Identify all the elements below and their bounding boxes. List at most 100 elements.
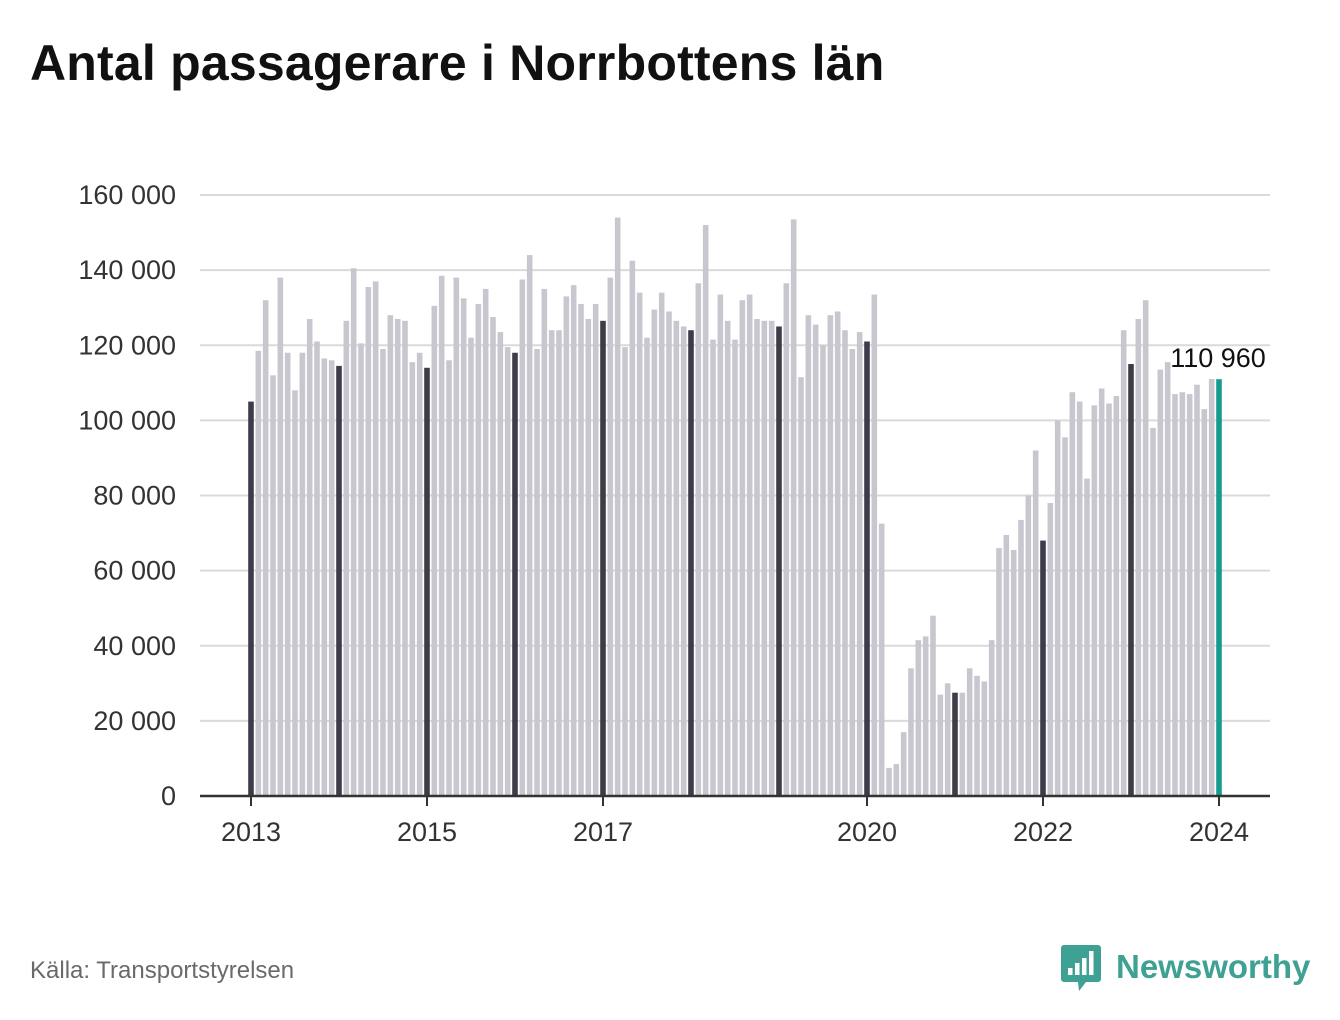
bar — [688, 330, 694, 796]
bar — [431, 305, 438, 796]
bar — [328, 360, 335, 796]
bar — [790, 219, 797, 797]
bar — [1010, 549, 1017, 796]
bar — [680, 326, 687, 796]
bar — [981, 681, 988, 796]
bar — [548, 330, 555, 796]
bar — [1186, 394, 1193, 796]
bar — [416, 352, 423, 796]
axes — [200, 794, 1270, 806]
bar — [1003, 534, 1010, 796]
bar — [908, 668, 914, 796]
bar — [732, 339, 738, 796]
bar — [1054, 420, 1061, 797]
bar — [798, 377, 804, 796]
bar — [556, 330, 562, 796]
bar — [1172, 394, 1178, 796]
bar — [358, 343, 364, 796]
bar — [922, 636, 929, 796]
bar — [1032, 450, 1039, 796]
bar — [827, 315, 834, 796]
bar — [1062, 437, 1068, 796]
bar — [255, 350, 262, 796]
x-tick-label: 2017 — [573, 817, 633, 847]
bar — [710, 339, 716, 796]
bar — [321, 358, 328, 796]
bar — [607, 277, 614, 796]
bar — [1076, 401, 1083, 796]
labels: 0 20 000 40 000 60 000 80 000 100 000 120 000 1… — [78, 180, 1265, 847]
bar — [563, 296, 570, 796]
source-note: Källa: Transportstyrelsen — [30, 957, 295, 984]
bar — [761, 320, 768, 796]
bar — [1208, 379, 1215, 796]
bar — [504, 347, 511, 796]
bar — [1128, 364, 1134, 796]
y-tick-label: 100 000 — [78, 405, 176, 435]
bar — [306, 318, 313, 796]
bar — [812, 324, 819, 796]
y-tick-label: 20 000 — [93, 706, 176, 736]
y-tick-label: 120 000 — [78, 330, 176, 360]
bar — [754, 318, 760, 796]
bar — [695, 283, 702, 796]
y-tick-label: 160 000 — [78, 180, 176, 210]
bar — [966, 668, 973, 796]
bar — [1084, 478, 1090, 796]
bar — [1106, 403, 1112, 796]
y-tick-label: 40 000 — [93, 631, 176, 661]
bar — [915, 640, 922, 796]
bar — [526, 255, 533, 797]
bar — [1157, 369, 1164, 796]
bar — [739, 300, 746, 796]
bar — [805, 315, 812, 796]
bar — [277, 277, 284, 796]
bar — [438, 275, 445, 796]
bar — [629, 260, 636, 797]
bar — [387, 315, 394, 796]
bar — [1194, 384, 1200, 796]
bar — [952, 692, 958, 796]
bar — [673, 320, 680, 796]
bar — [284, 352, 291, 796]
bar — [1098, 388, 1105, 796]
bar — [482, 288, 489, 796]
bar — [658, 292, 665, 796]
bar — [292, 390, 298, 796]
bar — [842, 330, 848, 796]
bar — [270, 375, 276, 796]
chart-title: Antal passagerare i Norrbottens län — [30, 35, 885, 91]
bars — [248, 217, 1222, 797]
bar — [490, 317, 496, 796]
bar — [585, 318, 592, 796]
bar — [1040, 540, 1046, 796]
bar — [409, 362, 416, 796]
bar — [893, 764, 900, 796]
bar — [1201, 409, 1208, 796]
x-tick-label: 2024 — [1189, 817, 1249, 847]
bar — [776, 326, 782, 796]
bar — [834, 311, 841, 796]
value-annotation: 110 960 — [1170, 343, 1266, 373]
bar — [534, 349, 540, 796]
bar — [820, 345, 826, 796]
bar — [519, 279, 526, 796]
bar — [871, 294, 878, 796]
bar — [592, 303, 599, 796]
brand-logo: Newsworthy — [1060, 940, 1310, 994]
x-tick-label: 2022 — [1013, 817, 1073, 847]
bar — [512, 352, 518, 796]
bar — [1113, 395, 1120, 796]
bar — [380, 349, 386, 796]
bar — [475, 303, 482, 796]
bar — [1091, 405, 1098, 796]
bar — [446, 360, 452, 796]
bar — [314, 341, 320, 796]
bar — [424, 367, 430, 796]
bar — [578, 303, 584, 796]
bar — [1135, 318, 1142, 796]
y-tick-label: 80 000 — [93, 481, 176, 511]
bar — [856, 332, 863, 796]
bar — [1216, 379, 1222, 796]
